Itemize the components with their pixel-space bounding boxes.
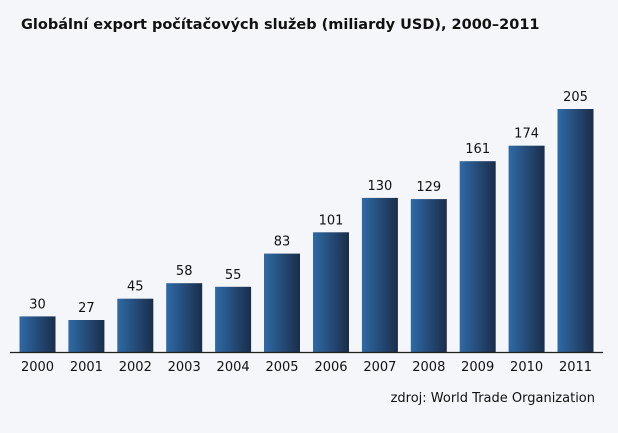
x-tick-labels: 2000 2001 2002 2003 2004 2005 2006 2007 2008 2009… bbox=[21, 360, 592, 375]
bar-2011 bbox=[557, 109, 594, 352]
data-label-2009: 161 bbox=[465, 142, 490, 157]
bar-2004 bbox=[215, 286, 252, 352]
bar-2006 bbox=[313, 232, 349, 352]
data-label-2002: 45 bbox=[127, 280, 144, 295]
data-label-2010: 174 bbox=[514, 127, 539, 142]
x-tick-2010: 2010 bbox=[510, 360, 543, 375]
x-tick-2005: 2005 bbox=[265, 360, 298, 375]
bar-2008 bbox=[410, 199, 447, 352]
data-labels: 30 27 45 58 55 83 101 130 129 161 174 205 bbox=[29, 90, 588, 316]
bar-2002 bbox=[117, 298, 154, 352]
x-tick-2002: 2002 bbox=[119, 360, 152, 375]
data-label-2000: 30 bbox=[29, 297, 46, 312]
bar-2001 bbox=[68, 320, 105, 352]
data-label-2011: 205 bbox=[563, 90, 588, 105]
x-tick-2004: 2004 bbox=[217, 360, 250, 375]
bar-2007 bbox=[361, 197, 398, 352]
bar-2009 bbox=[459, 161, 496, 352]
bar-2005 bbox=[264, 253, 300, 352]
data-label-2001: 27 bbox=[78, 301, 95, 316]
data-label-2008: 129 bbox=[416, 180, 441, 195]
data-label-2004: 55 bbox=[225, 268, 242, 283]
data-label-2003: 58 bbox=[176, 264, 193, 279]
bar-2003 bbox=[166, 283, 203, 352]
data-label-2005: 83 bbox=[274, 235, 291, 250]
x-tick-2001: 2001 bbox=[70, 360, 103, 375]
data-label-2006: 101 bbox=[319, 213, 344, 228]
x-tick-2006: 2006 bbox=[314, 360, 347, 375]
bar-2010 bbox=[508, 145, 545, 352]
chart-title: Globální export počítačových služeb (mil… bbox=[21, 17, 540, 33]
x-tick-2008: 2008 bbox=[412, 360, 445, 375]
bar-2000 bbox=[19, 316, 56, 352]
data-label-2007: 130 bbox=[367, 179, 392, 194]
x-tick-2000: 2000 bbox=[21, 360, 54, 375]
bars-group bbox=[19, 109, 594, 352]
x-tick-2009: 2009 bbox=[461, 360, 494, 375]
source-note: zdroj: World Trade Organization bbox=[390, 391, 595, 406]
x-tick-2007: 2007 bbox=[363, 360, 396, 375]
x-tick-2003: 2003 bbox=[168, 360, 201, 375]
x-tick-2011: 2011 bbox=[559, 360, 592, 375]
